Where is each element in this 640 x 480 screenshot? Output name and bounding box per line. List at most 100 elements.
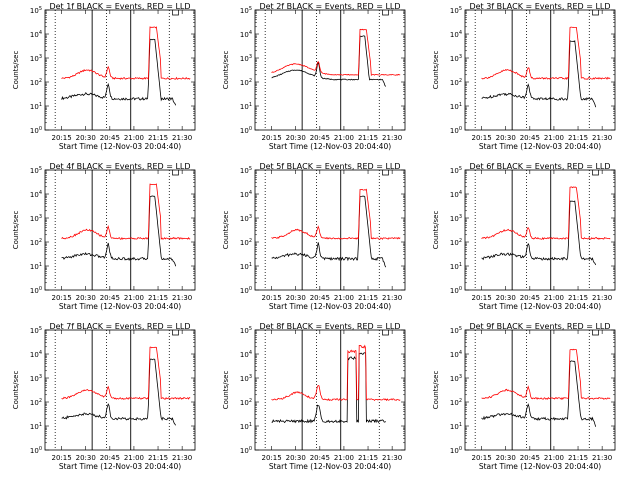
- y-tick-exponent: 1: [39, 102, 42, 108]
- y-tick-exponent: 4: [249, 190, 252, 196]
- y-tick-label: 100: [240, 126, 252, 135]
- y-tick-label: 104: [30, 190, 42, 199]
- y-tick-exponent: 2: [39, 398, 42, 404]
- plot-frame: [464, 329, 616, 451]
- x-tick-label: 21:00: [544, 454, 564, 462]
- y-tick-exponent: 0: [249, 126, 252, 132]
- y-tick-exponent: 2: [249, 398, 252, 404]
- series-line-lld: [271, 344, 401, 402]
- y-tick-exponent: 4: [459, 190, 462, 196]
- x-tick-label: 21:15: [358, 134, 378, 142]
- x-tick-label: 21:30: [592, 134, 612, 142]
- x-tick-label: 21:00: [544, 294, 564, 302]
- y-tick-label: 105: [450, 166, 462, 175]
- x-axis-label: Start Time (12-Nov-03 20:04:40): [269, 142, 391, 151]
- y-tick-label: 102: [450, 398, 462, 407]
- x-tick-label: 21:15: [568, 454, 588, 462]
- y-tick-label: 100: [30, 446, 42, 455]
- y-tick-exponent: 5: [249, 326, 252, 332]
- chart-panel-9: Det 9f BLACK = Events, RED = LLD10010110…: [432, 322, 616, 471]
- y-tick-label: 105: [450, 6, 462, 15]
- x-tick-label: 21:15: [148, 134, 168, 142]
- y-tick-label: 101: [450, 262, 462, 271]
- y-tick-exponent: 4: [459, 350, 462, 356]
- y-tick-exponent: 3: [39, 214, 42, 220]
- y-tick-label: 101: [450, 102, 462, 111]
- plot-frame: [44, 9, 196, 131]
- y-tick-label: 104: [450, 350, 462, 359]
- x-tick-label: 20:45: [100, 294, 120, 302]
- y-tick-exponent: 2: [39, 238, 42, 244]
- x-tick-label: 20:30: [76, 454, 96, 462]
- y-tick-label: 102: [30, 78, 42, 87]
- x-tick-label: 20:45: [520, 134, 540, 142]
- y-tick-exponent: 4: [249, 350, 252, 356]
- y-tick-exponent: 4: [249, 30, 252, 36]
- chart-panel-4: Det 4f BLACK = Events, RED = LLD10010110…: [12, 162, 196, 311]
- chart-panel-2: Det 2f BLACK = Events, RED = LLD10010110…: [222, 2, 406, 151]
- y-tick-exponent: 0: [39, 286, 42, 292]
- x-tick-label: 21:00: [124, 294, 144, 302]
- x-tick-label: 21:30: [172, 134, 192, 142]
- y-tick-label: 101: [240, 102, 252, 111]
- y-tick-label: 103: [450, 374, 462, 383]
- x-tick-label: 20:45: [310, 454, 330, 462]
- y-tick-exponent: 0: [459, 126, 462, 132]
- chart-panel-1: Det 1f BLACK = Events, RED = LLD10010110…: [12, 2, 196, 151]
- chart-title: Det 3f BLACK = Events, RED = LLD: [469, 2, 610, 11]
- x-tick-label: 20:15: [472, 454, 492, 462]
- y-tick-exponent: 4: [39, 350, 42, 356]
- y-tick-exponent: 1: [459, 262, 462, 268]
- y-axis-label: Counts/sec: [12, 211, 20, 250]
- y-tick-exponent: 2: [249, 78, 252, 84]
- chart-title: Det 5f BLACK = Events, RED = LLD: [259, 162, 400, 171]
- y-tick-label: 104: [30, 350, 42, 359]
- x-tick-label: 21:00: [334, 294, 354, 302]
- plot-frame: [44, 329, 196, 451]
- plot-frame: [464, 9, 616, 131]
- plot-frame: [254, 9, 406, 131]
- y-tick-exponent: 0: [459, 286, 462, 292]
- y-tick-exponent: 0: [39, 446, 42, 452]
- y-tick-exponent: 3: [459, 54, 462, 60]
- y-tick-exponent: 2: [459, 78, 462, 84]
- y-tick-label: 100: [450, 286, 462, 295]
- y-tick-exponent: 2: [249, 238, 252, 244]
- y-tick-exponent: 3: [249, 214, 252, 220]
- y-tick-exponent: 2: [459, 238, 462, 244]
- y-tick-label: 105: [240, 166, 252, 175]
- x-tick-label: 21:15: [358, 454, 378, 462]
- y-tick-exponent: 5: [249, 166, 252, 172]
- x-tick-label: 20:15: [52, 134, 72, 142]
- series-line-lld: [271, 188, 401, 240]
- y-tick-label: 101: [30, 102, 42, 111]
- bracket-mark: [172, 330, 179, 336]
- y-tick-label: 104: [240, 350, 252, 359]
- y-tick-exponent: 3: [459, 374, 462, 380]
- y-tick-label: 105: [240, 326, 252, 335]
- y-tick-exponent: 1: [249, 262, 252, 268]
- x-axis-label: Start Time (12-Nov-03 20:04:40): [59, 142, 181, 151]
- x-tick-label: 20:15: [262, 294, 282, 302]
- chart-title: Det 9f BLACK = Events, RED = LLD: [469, 322, 610, 331]
- bracket-mark: [382, 10, 389, 16]
- x-tick-label: 21:15: [358, 294, 378, 302]
- x-axis-label: Start Time (12-Nov-03 20:04:40): [479, 142, 601, 151]
- y-tick-exponent: 5: [39, 166, 42, 172]
- y-tick-label: 104: [450, 190, 462, 199]
- y-tick-label: 100: [240, 446, 252, 455]
- y-tick-label: 100: [30, 286, 42, 295]
- y-tick-label: 105: [30, 6, 42, 15]
- x-tick-label: 20:30: [286, 294, 306, 302]
- x-axis-label: Start Time (12-Nov-03 20:04:40): [269, 462, 391, 471]
- x-tick-label: 20:15: [52, 294, 72, 302]
- y-axis-label: Counts/sec: [432, 51, 440, 90]
- y-tick-label: 103: [450, 214, 462, 223]
- x-tick-label: 20:45: [520, 454, 540, 462]
- series-line-events: [271, 352, 386, 424]
- y-tick-label: 101: [240, 262, 252, 271]
- plot-frame: [254, 169, 406, 291]
- y-tick-label: 100: [30, 126, 42, 135]
- x-tick-label: 20:30: [76, 134, 96, 142]
